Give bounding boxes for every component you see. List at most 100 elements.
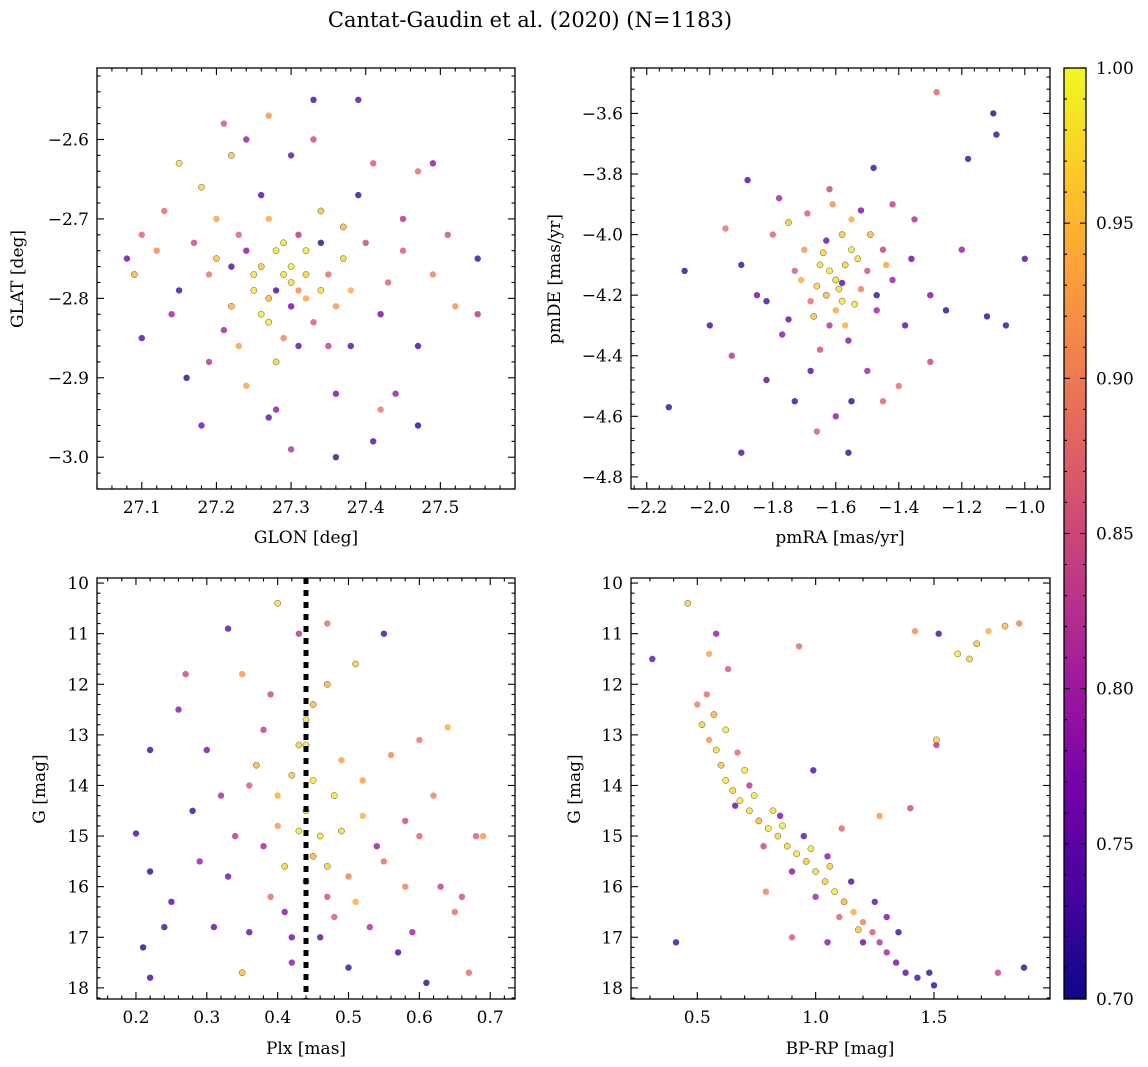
y-tick-label: 12 [601,675,623,695]
scatter-point [800,832,807,840]
scatter-point [373,843,380,850]
scatter-point [399,247,407,254]
scatter-point [243,247,250,254]
scatter-point [824,939,831,946]
scatter-point [302,271,310,278]
scatter-point [879,398,887,405]
scatter-point [265,215,272,223]
y-tick-label: 18 [601,979,623,999]
colorbar-tick-label: 0.85 [1096,525,1134,545]
scatter-point [153,247,160,254]
y-tick-label: 16 [67,878,89,898]
scatter-point [352,898,359,905]
scatter-point [123,255,131,262]
scatter-point [842,322,849,329]
scatter-point [783,842,791,850]
scatter-point [1002,322,1010,329]
x-tick-label: −1.2 [941,498,982,518]
scatter-point [859,939,867,946]
scatter-point [272,358,280,366]
scatter-point [746,807,753,815]
scatter-point [724,665,732,673]
scatter-point [889,276,896,284]
scatter-point [416,736,423,744]
y-tick-label: 17 [67,928,89,948]
scatter-point [819,249,827,257]
scatter-point [370,160,377,167]
scatter-point [472,832,480,840]
scatter-point [260,726,267,733]
y-tick-label: 17 [601,928,623,948]
scatter-point [280,271,287,278]
y-tick-label: 10 [67,574,89,594]
scatter-point [864,367,871,375]
scatter-point [892,959,900,966]
axes-frame [96,67,516,490]
scatter-point [338,757,345,764]
scatter-point [785,316,792,323]
scatter-point [914,974,921,981]
scatter-point [804,210,811,217]
scatter-point [933,89,940,96]
scatter-point [927,292,934,299]
axes-frame [630,577,1051,1000]
scatter-point [175,706,182,713]
scatter-point [802,858,810,865]
scatter-point [876,812,883,819]
scatter-point [387,751,395,759]
scatter-point [280,334,287,342]
x-tick-label: −2.0 [689,498,730,518]
y-tick-label: −2.8 [48,289,89,309]
scatter-point [907,805,914,812]
scatter-point [831,888,838,896]
scatter-point [272,406,280,413]
scatter-point [310,96,317,104]
scatter-point [769,807,777,815]
panel-glon-glat: 27.1 27.2 27.3 27.4 27.5 −2.6 −2.7 −2.8 −2.9 −3.0… [8,67,516,548]
scatter-point [705,736,713,744]
scatter-point [706,322,713,329]
scatter-point [823,237,830,244]
figure-title: Cantat-Gaudin et al. (2020) (N=1183) [328,8,732,32]
scatter-point [359,777,366,784]
scatter-point [287,263,295,270]
scatter-point [807,367,814,375]
scatter-point [190,239,198,246]
scatter-point [732,802,739,809]
x-tick-label: −1.4 [878,498,919,518]
scatter-point [908,255,915,262]
scatter-point [983,313,991,320]
scatter-point [309,701,317,708]
scatter-point [414,422,422,429]
scatter-point [265,295,273,302]
colorbar-ticks: 0.70 0.75 0.80 0.85 0.90 0.95 1.00 [1064,59,1134,1010]
colorbar-tick-label: 0.80 [1096,680,1134,700]
scatter-point [1016,620,1023,627]
scatter-point [295,741,303,749]
scatter-point [845,449,852,456]
scatter-point [332,454,340,461]
scatter-point [813,282,821,290]
scatter-point [355,96,362,104]
scatter-point [317,287,325,294]
scatter-point [717,761,725,769]
scatter-point [416,832,423,840]
scatter-point [402,817,409,825]
scatter-point [228,152,235,159]
scatter-point [243,136,250,143]
scatter-point [672,939,680,946]
scatter-point [791,398,798,405]
scatter-point [764,825,772,832]
axis-ticks: 0.5 1.0 1.5 10 11 12 13 14 15 16 17 18 [601,574,1050,1028]
scatter-point [265,414,272,421]
scatter-point [196,858,203,865]
scatter-point [848,216,855,223]
scatter-point [246,782,253,789]
x-tick-label: 0.2 [122,1008,149,1028]
scatter-point [274,792,281,799]
scatter-point [309,777,317,784]
x-tick-label: 1.0 [802,1008,829,1028]
scatter-point [879,246,887,253]
scatter-point [930,982,938,989]
